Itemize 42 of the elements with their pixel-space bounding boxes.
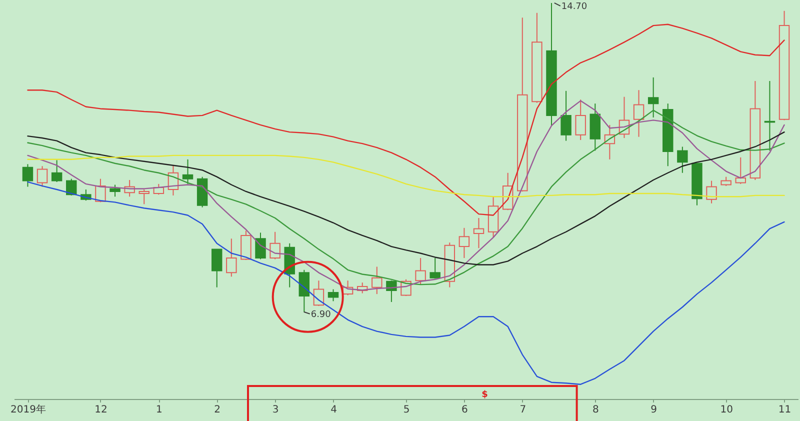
x-tick-label: 5 [403, 404, 410, 416]
candlestick [240, 230, 252, 260]
candlestick [430, 258, 440, 280]
candlestick [51, 160, 62, 182]
candlestick [110, 184, 120, 198]
x-tick-label: 12 [94, 404, 108, 416]
candlestick [648, 76, 659, 118]
x-tick-label: 3 [272, 404, 279, 416]
candlestick [677, 146, 688, 174]
candlestick [560, 90, 572, 142]
candlestick [212, 248, 222, 288]
x-tick-label: 2019年 [10, 404, 46, 416]
candlestick [458, 227, 470, 259]
annotation: 6.90 [310, 310, 332, 320]
x-tick-label: 1 [156, 404, 162, 416]
candlestick [36, 166, 48, 188]
candlestick [633, 90, 644, 138]
x-tick-label: 11 [778, 404, 792, 416]
x-tick-label: 7 [520, 404, 526, 416]
x-tick-label: 2 [214, 404, 221, 416]
candlestick [473, 218, 484, 249]
x-tick-label: 9 [650, 404, 658, 416]
x-tick-label: 6 [462, 404, 468, 416]
candlestick [735, 156, 746, 184]
candlestick [138, 189, 150, 205]
candlestick [372, 266, 382, 295]
candlestick [298, 269, 310, 312]
candlestick [226, 238, 237, 278]
candlestick [706, 180, 717, 204]
candlestick [182, 158, 194, 184]
candlestick [270, 231, 280, 260]
x-tick-label: 4 [330, 404, 337, 416]
candlestick [255, 232, 266, 260]
candlestick [720, 176, 732, 186]
annotation: 14.70 [561, 2, 588, 12]
candlestick [22, 164, 34, 188]
x-tick-label: 10 [720, 404, 733, 416]
candlestick [575, 99, 586, 141]
annotation: $ [482, 390, 488, 400]
candlestick [328, 288, 339, 302]
x-tick-label: 8 [592, 404, 599, 416]
candlestick [415, 258, 426, 286]
